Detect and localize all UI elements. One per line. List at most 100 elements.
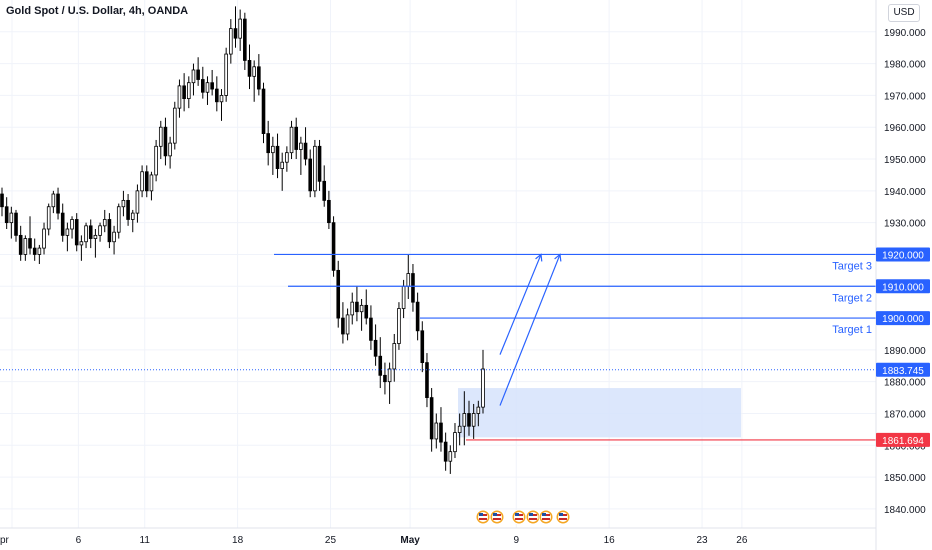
candle: [140, 165, 144, 198]
candle: [476, 400, 481, 427]
level-price-tag: [876, 247, 930, 262]
target-level-label: Target 2: [832, 292, 872, 304]
target-level-label: Target 3: [832, 260, 872, 272]
price-axis-bg: [876, 0, 932, 550]
candle-body: [415, 301, 420, 332]
candle-body: [182, 85, 186, 100]
candle-body: [285, 152, 289, 163]
candle: [4, 197, 9, 230]
economic-event-icon[interactable]: [489, 509, 505, 525]
candle-body: [345, 314, 350, 335]
time-tick-label: 18: [232, 535, 244, 546]
candle: [345, 308, 350, 341]
candle-body: [112, 231, 116, 243]
candle: [415, 292, 420, 341]
candle-body: [196, 69, 200, 80]
candle: [443, 432, 448, 471]
candle-body: [481, 368, 485, 408]
currency-button[interactable]: USD: [888, 4, 920, 22]
candle: [285, 146, 289, 172]
candle-body: [4, 206, 9, 224]
candle-body: [247, 60, 252, 77]
candle: [70, 216, 74, 239]
candle: [135, 184, 140, 223]
candle: [378, 337, 383, 389]
candle: [331, 216, 336, 277]
candle: [233, 6, 238, 48]
candle-body: [387, 368, 392, 383]
candle-body: [448, 451, 453, 462]
candle-body: [201, 79, 205, 93]
level-price-tag-text: 1900.000: [882, 314, 924, 325]
candle: [257, 54, 261, 96]
candle-body: [37, 247, 42, 255]
economic-event-icon[interactable]: [538, 509, 554, 525]
candle-body: [154, 145, 158, 176]
economic-events[interactable]: [475, 509, 571, 525]
flag-stripe: [515, 518, 523, 520]
candle: [9, 206, 14, 239]
candle-body: [252, 66, 256, 77]
projection-arrow: [499, 253, 543, 355]
candle: [60, 203, 65, 242]
level-price-tag: [876, 311, 930, 326]
candle: [201, 66, 205, 99]
price-axis[interactable]: 1840.0001850.0001860.0001870.0001880.000…: [875, 0, 932, 550]
candle: [373, 324, 378, 366]
candle-body: [93, 234, 98, 239]
price-tick-label: 1960.000: [884, 123, 926, 134]
candle-body: [299, 142, 303, 150]
candle-body: [369, 317, 373, 341]
candle: [252, 60, 256, 102]
candle-body: [14, 212, 18, 236]
candle-body: [467, 413, 471, 427]
candle: [168, 136, 172, 169]
candle: [243, 12, 247, 70]
candle: [154, 139, 158, 182]
economic-event-icon[interactable]: [511, 509, 527, 525]
economic-event-icon[interactable]: [555, 509, 571, 525]
candle-body: [238, 18, 242, 39]
candle-body: [163, 126, 168, 157]
candle-body: [70, 219, 74, 230]
candle-body: [107, 219, 112, 243]
candle: [163, 117, 168, 166]
candle: [448, 445, 453, 474]
time-axis[interactable]: pr 6 11 18 25 May 9 16 23 26: [0, 527, 876, 546]
candlestick-series: [0, 6, 485, 474]
candle-body: [383, 374, 387, 383]
price-tick-label: 1850.000: [884, 473, 926, 484]
candle: [383, 362, 387, 395]
candle-body: [317, 145, 322, 182]
candle: [182, 73, 186, 112]
candle: [205, 76, 210, 105]
candle: [327, 190, 331, 230]
candle-body: [411, 273, 415, 303]
flag-stripe: [559, 518, 567, 520]
candle-body: [322, 180, 327, 201]
candle: [215, 76, 219, 112]
candle: [467, 400, 471, 436]
candle-body: [172, 107, 177, 144]
candle: [56, 187, 60, 220]
candle-body: [65, 228, 70, 236]
buy-zone-rectangle[interactable]: [458, 388, 741, 438]
candle: [79, 235, 84, 261]
candle-body: [280, 161, 284, 169]
price-tick-label: 1990.000: [884, 28, 926, 39]
chart-grid: [0, 0, 876, 528]
time-tick-label: 23: [696, 535, 708, 546]
candle: [88, 219, 93, 249]
candle: [453, 423, 457, 459]
arrow-shaft: [499, 254, 542, 355]
economic-event-icon[interactable]: [475, 509, 491, 525]
flag-canton: [515, 513, 519, 516]
arrow-head: [554, 253, 562, 262]
current-price-tag: [876, 362, 930, 377]
flag-stripe: [493, 518, 501, 520]
time-tick-label: 26: [736, 535, 748, 546]
time-tick-label: 9: [513, 535, 519, 546]
economic-event-icon[interactable]: [525, 509, 541, 525]
candle-body: [439, 422, 443, 443]
